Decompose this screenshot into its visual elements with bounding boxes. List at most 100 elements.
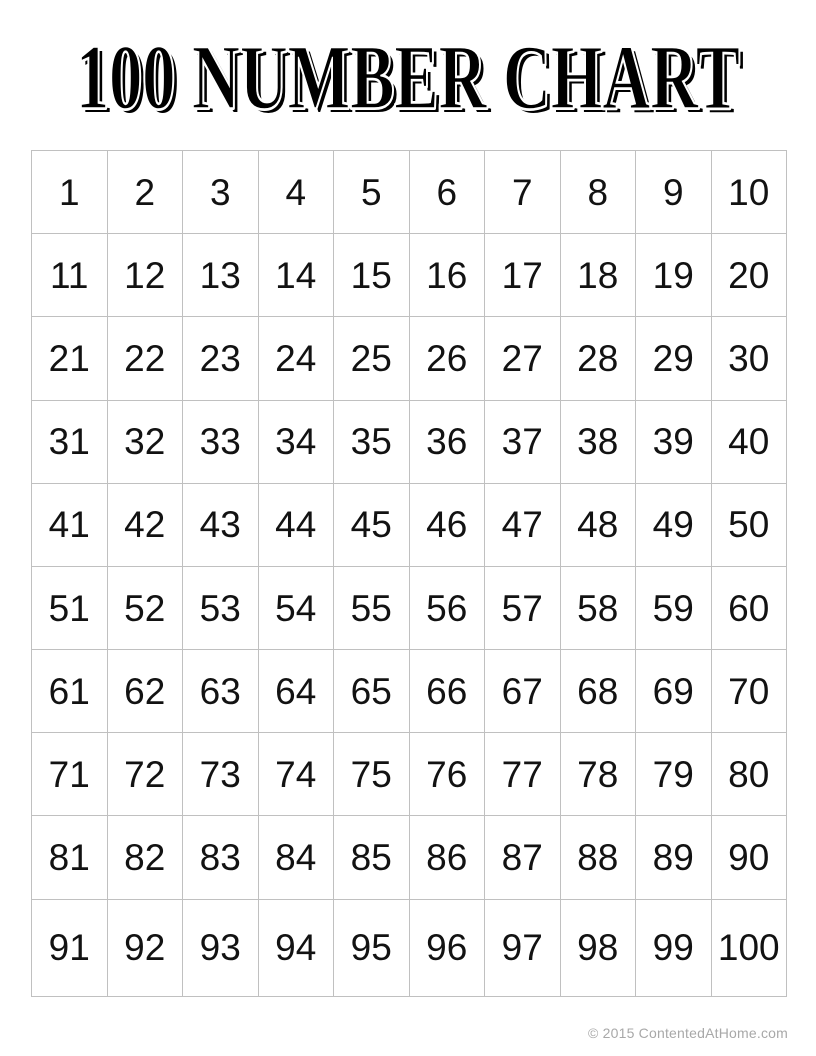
grid-cell-53: 53 (183, 566, 259, 651)
grid-cell-21: 21 (32, 317, 108, 401)
grid-cell-3: 3 (183, 151, 259, 235)
grid-cell-51: 51 (32, 566, 108, 651)
grid-cell-42: 42 (107, 483, 183, 567)
grid-cell-77: 77 (485, 733, 561, 817)
grid-cell-75: 75 (334, 733, 410, 817)
grid-cell-26: 26 (409, 317, 485, 401)
grid-cell-54: 54 (258, 566, 334, 651)
grid-cell-92: 92 (107, 899, 183, 997)
grid-cell-28: 28 (560, 317, 636, 401)
grid-cell-82: 82 (107, 816, 183, 900)
grid-cell-33: 33 (183, 400, 259, 484)
grid-cell-34: 34 (258, 400, 334, 484)
grid-cell-20: 20 (711, 234, 787, 318)
grid-cell-86: 86 (409, 816, 485, 900)
grid-cell-81: 81 (32, 816, 108, 900)
grid-cell-44: 44 (258, 483, 334, 567)
grid-cell-18: 18 (560, 234, 636, 318)
grid-cell-84: 84 (258, 816, 334, 900)
grid-cell-65: 65 (334, 650, 410, 734)
grid-cell-41: 41 (32, 483, 108, 567)
grid-cell-36: 36 (409, 400, 485, 484)
grid-cell-56: 56 (409, 566, 485, 651)
grid-cell-52: 52 (107, 566, 183, 651)
grid-cell-68: 68 (560, 650, 636, 734)
grid-cell-30: 30 (711, 317, 787, 401)
copyright-text: © 2015 ContentedAtHome.com (588, 1025, 788, 1041)
grid-cell-99: 99 (636, 899, 712, 997)
page-title-shadow-text: 100 NUMBER CHART (80, 34, 744, 132)
grid-cell-87: 87 (485, 816, 561, 900)
grid-cell-47: 47 (485, 483, 561, 567)
grid-cell-88: 88 (560, 816, 636, 900)
grid-cell-74: 74 (258, 733, 334, 817)
grid-cell-31: 31 (32, 400, 108, 484)
number-grid: 1 2 3 4 5 6 7 8 9 10 11 12 13 14 15 16 17 18 19 20 21 22 23 24 2… (31, 150, 787, 997)
grid-cell-60: 60 (711, 566, 787, 651)
grid-cell-40: 40 (711, 400, 787, 484)
grid-cell-38: 38 (560, 400, 636, 484)
grid-cell-23: 23 (183, 317, 259, 401)
grid-cell-58: 58 (560, 566, 636, 651)
grid-cell-78: 78 (560, 733, 636, 817)
grid-cell-29: 29 (636, 317, 712, 401)
grid-cell-43: 43 (183, 483, 259, 567)
grid-cell-48: 48 (560, 483, 636, 567)
grid-cell-27: 27 (485, 317, 561, 401)
grid-cell-25: 25 (334, 317, 410, 401)
grid-cell-24: 24 (258, 317, 334, 401)
grid-cell-4: 4 (258, 151, 334, 235)
grid-cell-37: 37 (485, 400, 561, 484)
grid-cell-93: 93 (183, 899, 259, 997)
grid-cell-95: 95 (334, 899, 410, 997)
grid-cell-2: 2 (107, 151, 183, 235)
grid-cell-90: 90 (711, 816, 787, 900)
grid-cell-98: 98 (560, 899, 636, 997)
grid-cell-22: 22 (107, 317, 183, 401)
grid-cell-49: 49 (636, 483, 712, 567)
grid-cell-14: 14 (258, 234, 334, 318)
grid-cell-72: 72 (107, 733, 183, 817)
grid-cell-39: 39 (636, 400, 712, 484)
title-decorative-svg: 100 NUMBER CHART 100 NUMBER CHART 100 NU… (74, 34, 744, 132)
grid-cell-32: 32 (107, 400, 183, 484)
grid-cell-16: 16 (409, 234, 485, 318)
grid-cell-19: 19 (636, 234, 712, 318)
page-title-highlight-text: 100 NUMBER CHART (76, 34, 740, 128)
grid-cell-55: 55 (334, 566, 410, 651)
grid-cell-69: 69 (636, 650, 712, 734)
grid-cell-61: 61 (32, 650, 108, 734)
page-title: 100 NUMBER CHART 100 NUMBER CHART 100 NU… (0, 34, 816, 156)
grid-cell-46: 46 (409, 483, 485, 567)
grid-cell-59: 59 (636, 566, 712, 651)
grid-cell-83: 83 (183, 816, 259, 900)
grid-cell-50: 50 (711, 483, 787, 567)
grid-cell-67: 67 (485, 650, 561, 734)
grid-cell-96: 96 (409, 899, 485, 997)
grid-cell-15: 15 (334, 234, 410, 318)
grid-cell-91: 91 (32, 899, 108, 997)
grid-cell-8: 8 (560, 151, 636, 235)
grid-cell-45: 45 (334, 483, 410, 567)
grid-cell-89: 89 (636, 816, 712, 900)
grid-cell-13: 13 (183, 234, 259, 318)
grid-cell-10: 10 (711, 151, 787, 235)
grid-cell-12: 12 (107, 234, 183, 318)
grid-cell-66: 66 (409, 650, 485, 734)
grid-cell-9: 9 (636, 151, 712, 235)
grid-cell-57: 57 (485, 566, 561, 651)
grid-cell-1: 1 (32, 151, 108, 235)
grid-cell-76: 76 (409, 733, 485, 817)
grid-cell-6: 6 (409, 151, 485, 235)
grid-cell-85: 85 (334, 816, 410, 900)
grid-cell-7: 7 (485, 151, 561, 235)
grid-cell-35: 35 (334, 400, 410, 484)
grid-cell-80: 80 (711, 733, 787, 817)
grid-cell-5: 5 (334, 151, 410, 235)
grid-cell-62: 62 (107, 650, 183, 734)
page-title-text: 100 NUMBER CHART (76, 34, 740, 128)
grid-cell-73: 73 (183, 733, 259, 817)
grid-cell-63: 63 (183, 650, 259, 734)
grid-cell-97: 97 (485, 899, 561, 997)
